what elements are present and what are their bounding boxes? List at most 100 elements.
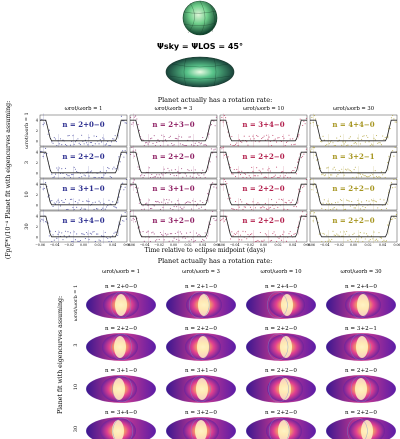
row-header: 3 <box>73 343 79 346</box>
data-point <box>264 176 266 178</box>
data-point <box>198 207 200 209</box>
data-point <box>113 166 115 168</box>
data-point <box>354 142 356 144</box>
data-point <box>348 169 350 171</box>
data-point <box>82 200 84 202</box>
data-point <box>156 141 158 143</box>
fit-line <box>40 119 127 142</box>
data-point <box>114 231 116 233</box>
data-point <box>383 199 385 201</box>
lightcurve-grid: ωrot/ωorb = 1 3 10 30 n = 2+0−0 0 2 4 n = 2+3−0 n… <box>24 112 400 247</box>
lightcurve-panel: n = 3+4−0 0 2 4 −0.06 −0.04 −0.02 0.00 0.02 0.04 0… <box>35 209 131 247</box>
data-point <box>188 240 190 242</box>
map-outline <box>245 332 317 362</box>
data-point <box>181 136 183 138</box>
data-point <box>223 178 225 181</box>
map-panel: n = 2+2−0 <box>245 368 317 404</box>
data-point <box>336 233 338 235</box>
data-point <box>334 234 337 237</box>
data-point <box>344 208 346 210</box>
data-point <box>351 144 353 147</box>
data-point <box>135 115 137 117</box>
panel-n-label: n = 2+2−0 <box>345 368 377 374</box>
data-point <box>72 174 74 176</box>
data-point <box>71 173 73 176</box>
data-point <box>204 232 206 234</box>
data-point <box>108 199 110 201</box>
data-point <box>343 143 345 145</box>
data-point <box>153 205 155 207</box>
data-point <box>40 220 42 222</box>
map-outline <box>165 374 237 404</box>
lightcurve-panel: n = 2+2−0 <box>129 145 218 180</box>
data-point <box>174 232 176 235</box>
data-point <box>120 214 122 216</box>
data-point <box>203 144 205 146</box>
data-point <box>351 201 353 203</box>
data-point <box>220 146 222 149</box>
data-point <box>263 207 265 209</box>
fit-line <box>220 151 307 174</box>
data-point <box>346 144 348 147</box>
data-point <box>313 147 315 149</box>
data-point <box>234 200 237 203</box>
data-point <box>143 208 145 210</box>
data-point <box>271 176 273 179</box>
data-point <box>373 176 375 178</box>
data-point <box>130 185 132 187</box>
data-point <box>364 207 366 209</box>
data-point <box>113 138 115 140</box>
data-point <box>205 144 207 146</box>
data-point <box>248 135 250 137</box>
data-point <box>103 138 105 140</box>
data-point <box>368 200 370 202</box>
map-panel: n = 2+4−0 <box>245 284 317 320</box>
data-point <box>53 137 55 139</box>
data-point <box>311 148 313 150</box>
data-point <box>210 124 212 126</box>
hotspot-core <box>357 294 369 316</box>
data-point <box>369 203 371 205</box>
data-point <box>272 204 274 207</box>
data-point <box>123 189 125 191</box>
data-point <box>372 200 374 202</box>
data-point <box>162 234 164 236</box>
data-point <box>151 232 153 234</box>
data-point <box>113 232 115 234</box>
data-point <box>66 237 68 239</box>
map-outline <box>85 290 157 320</box>
data-point <box>234 176 237 178</box>
data-point <box>382 174 384 176</box>
data-point <box>233 233 235 235</box>
data-point <box>186 232 188 234</box>
data-point <box>107 237 109 239</box>
data-point <box>158 238 160 241</box>
data-point <box>84 208 86 210</box>
data-point <box>285 202 288 204</box>
data-point <box>285 141 288 143</box>
data-point <box>58 143 60 145</box>
data-point <box>212 182 214 184</box>
data-point <box>268 207 270 209</box>
data-point <box>182 144 184 146</box>
data-point <box>383 138 385 141</box>
data-point <box>367 235 369 237</box>
data-point <box>362 173 364 175</box>
data-point <box>266 134 268 136</box>
panel-n-label: n = 2+0−0 <box>105 284 137 290</box>
data-point <box>272 176 274 179</box>
data-point <box>225 117 227 119</box>
data-point <box>249 176 251 179</box>
data-point <box>334 144 337 147</box>
data-point <box>279 175 281 177</box>
data-point <box>71 240 73 243</box>
data-point <box>302 124 304 126</box>
y-tick-label: 2 <box>36 193 38 197</box>
data-point <box>172 208 174 211</box>
data-point <box>349 239 351 241</box>
panel-n-label: n = 2+2−0 <box>242 152 284 161</box>
data-point <box>328 239 330 241</box>
data-point <box>366 200 368 202</box>
data-point <box>66 174 68 176</box>
data-point <box>198 141 200 144</box>
